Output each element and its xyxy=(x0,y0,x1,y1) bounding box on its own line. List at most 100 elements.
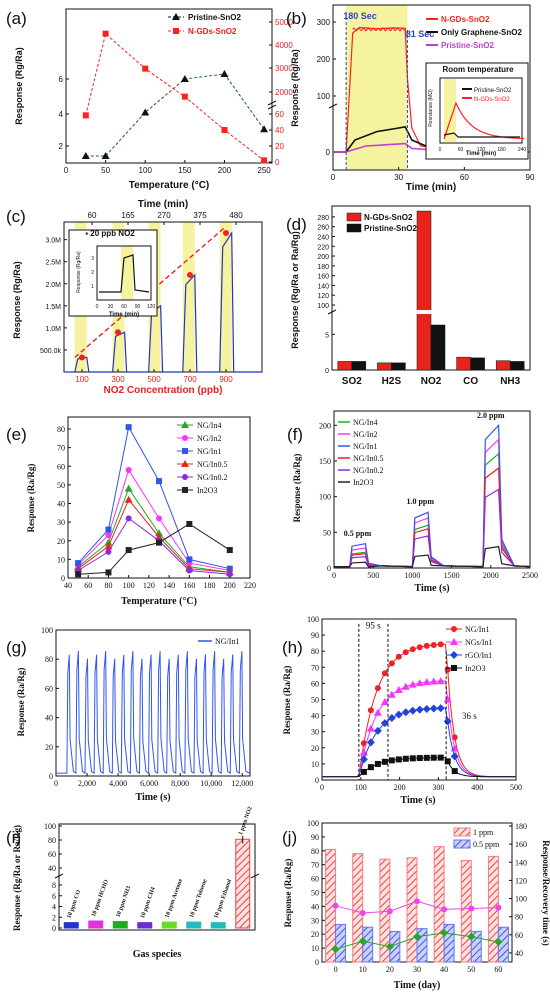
y-tick-label: 6 xyxy=(59,75,64,84)
legend-label: NG/In1 xyxy=(353,442,377,451)
y-right-tick-label: 5000 xyxy=(275,18,293,27)
bar xyxy=(161,921,177,929)
category-label: 10 ppm CO xyxy=(66,889,82,919)
data-point xyxy=(430,641,437,648)
data-point xyxy=(388,660,395,667)
x-tick-label: 140 xyxy=(163,581,175,590)
data-point xyxy=(373,708,382,716)
data-point xyxy=(394,710,403,719)
data-point xyxy=(409,755,416,762)
x-tick-label: 40 xyxy=(64,581,72,590)
y-tick-label: 150 xyxy=(319,457,331,466)
inset-tick-label: 3 xyxy=(91,256,94,262)
inset-series xyxy=(99,254,150,293)
inset-tick-label: 60 xyxy=(121,304,127,310)
bar xyxy=(186,921,202,929)
x-tick-label: 2000 xyxy=(483,571,499,580)
data-point xyxy=(331,945,340,954)
bar xyxy=(433,846,445,963)
y-tick-label: 100 xyxy=(307,819,319,828)
category-label: SO2 xyxy=(342,376,362,387)
panel-label: (b) xyxy=(286,9,307,28)
y-tick-label: 280 xyxy=(317,215,329,222)
plot-frame xyxy=(332,4,531,171)
inset-window xyxy=(444,79,456,142)
y-axis-label: Response (Ra/Rg) xyxy=(282,666,292,735)
inset-tick-label: 120 xyxy=(477,147,486,153)
data-point xyxy=(75,560,82,567)
data-point xyxy=(450,752,459,761)
inset-ylabel: Response (Rg/Ra) xyxy=(76,251,82,293)
legend-label: rGO/In1 xyxy=(465,651,492,660)
y-tick-label: 0 xyxy=(49,772,53,781)
data-point xyxy=(386,908,393,915)
panel-label: (h) xyxy=(282,638,303,657)
data-point xyxy=(381,758,388,765)
panel-label: (f) xyxy=(287,425,303,444)
data-point xyxy=(495,904,502,911)
legend-label: N-GDs-SnO2 xyxy=(364,213,413,222)
y-tick-label: 40 xyxy=(48,864,56,873)
y-tick-label: 40 xyxy=(311,712,319,721)
x-tick-label: 500 xyxy=(147,375,161,384)
data-point xyxy=(360,768,367,775)
legend-marker xyxy=(450,638,458,645)
inset-ylabel: Resistance (MΩ) xyxy=(428,89,434,127)
x-tick-label: 40 xyxy=(440,965,448,974)
bar xyxy=(352,853,364,963)
legend-label: N-GDs-SnO2 xyxy=(441,15,490,24)
x-tick-label: 60 xyxy=(494,965,502,974)
data-point xyxy=(226,571,233,578)
y-axis-label: Response (Rg/Ra) xyxy=(14,47,24,125)
legend-label: NG/In1 xyxy=(197,447,221,456)
data-point xyxy=(105,532,112,539)
legend-label: NG/In0.5 xyxy=(197,460,227,469)
y-tick-label: 60 xyxy=(57,462,65,471)
y-right-tick-label: 0 xyxy=(275,158,280,167)
plot-frame xyxy=(67,416,251,579)
exposure-window xyxy=(346,5,408,170)
legend-label: Pristine-SnO2 xyxy=(364,224,417,233)
legend-marker xyxy=(182,474,188,480)
y-tick-label: 140 xyxy=(317,283,329,290)
data-point xyxy=(104,538,113,546)
data-point xyxy=(401,682,410,690)
x-tick-label: 80 xyxy=(104,581,112,590)
data-point xyxy=(414,898,420,905)
legend-label: NGs/In1 xyxy=(465,638,493,647)
bar xyxy=(509,361,525,371)
bar xyxy=(460,860,472,963)
data-point xyxy=(422,704,431,713)
y-tick-label: 20 xyxy=(311,744,319,753)
panel-d: (d) 0 5 100 120 140 160 180 200 220 240 260 280 Respo… xyxy=(286,205,531,387)
x-tick-label: 300 xyxy=(432,783,444,792)
y-tick-label: 200 xyxy=(317,254,329,261)
data-point-pristine xyxy=(180,75,189,82)
y-tick-label: 0 xyxy=(315,776,319,785)
plot-frame xyxy=(65,8,273,164)
data-point xyxy=(105,548,112,555)
data-point xyxy=(79,354,85,361)
x-tick-label: 2500 xyxy=(522,571,538,580)
category-label: 10 ppm HCHO xyxy=(91,879,110,918)
data-point xyxy=(436,704,445,713)
data-point-ngds xyxy=(261,157,268,164)
data-point xyxy=(125,547,132,554)
panel-label: (d) xyxy=(286,215,307,234)
y-tick-label: 10 xyxy=(311,944,319,953)
data-point xyxy=(436,677,445,685)
y-tick-label: 60 xyxy=(48,850,56,859)
y-tick-label: 90 xyxy=(311,631,319,640)
y-tick-label: 80 xyxy=(311,847,319,856)
data-point xyxy=(437,641,444,648)
legend-marker xyxy=(181,421,189,428)
data-point xyxy=(408,706,417,715)
panel-g: (g) 0 2,000 4,000 6,000 8,000 10,000 12,000 0 20 4… xyxy=(6,626,253,803)
inset-frame xyxy=(96,245,152,301)
y-tick-label: 180 xyxy=(317,264,329,271)
data-point xyxy=(226,547,233,554)
data-point xyxy=(367,707,374,714)
bar xyxy=(362,926,374,963)
legend-label: NG/In1 xyxy=(465,625,489,634)
x-tick-label: 50 xyxy=(101,166,110,175)
